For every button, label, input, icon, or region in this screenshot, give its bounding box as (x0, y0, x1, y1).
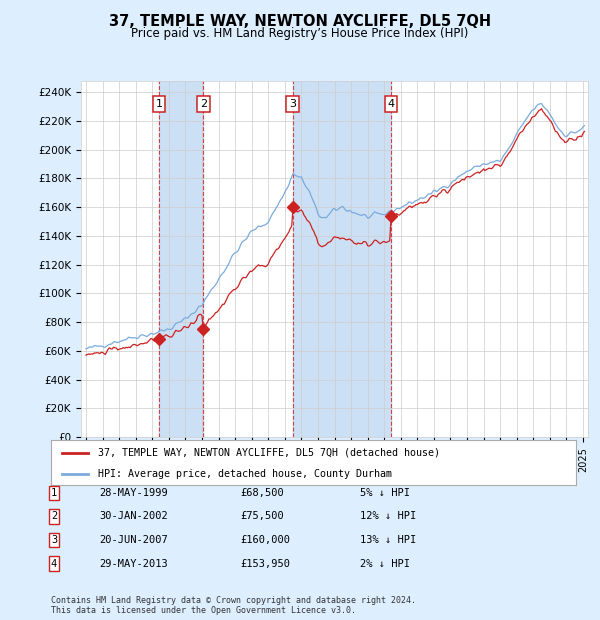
Text: 2: 2 (51, 512, 57, 521)
Text: 13% ↓ HPI: 13% ↓ HPI (360, 535, 416, 545)
Text: 2% ↓ HPI: 2% ↓ HPI (360, 559, 410, 569)
Text: HPI: Average price, detached house, County Durham: HPI: Average price, detached house, Coun… (98, 469, 392, 479)
Text: 29-MAY-2013: 29-MAY-2013 (99, 559, 168, 569)
Text: 5% ↓ HPI: 5% ↓ HPI (360, 488, 410, 498)
Text: 37, TEMPLE WAY, NEWTON AYCLIFFE, DL5 7QH (detached house): 37, TEMPLE WAY, NEWTON AYCLIFFE, DL5 7QH… (98, 448, 440, 458)
Text: 20-JUN-2007: 20-JUN-2007 (99, 535, 168, 545)
Text: 28-MAY-1999: 28-MAY-1999 (99, 488, 168, 498)
Bar (159, 81, 203, 437)
Bar (293, 81, 391, 437)
Text: 4: 4 (388, 99, 395, 108)
Text: 37, TEMPLE WAY, NEWTON AYCLIFFE, DL5 7QH: 37, TEMPLE WAY, NEWTON AYCLIFFE, DL5 7QH (109, 14, 491, 29)
Text: £153,950: £153,950 (240, 559, 290, 569)
Text: 12% ↓ HPI: 12% ↓ HPI (360, 512, 416, 521)
Text: 3: 3 (289, 99, 296, 108)
Text: 2: 2 (200, 99, 207, 108)
Text: 30-JAN-2002: 30-JAN-2002 (99, 512, 168, 521)
Text: 3: 3 (51, 535, 57, 545)
Text: 1: 1 (155, 99, 163, 108)
Text: Contains HM Land Registry data © Crown copyright and database right 2024.
This d: Contains HM Land Registry data © Crown c… (51, 596, 416, 615)
Text: £68,500: £68,500 (240, 488, 284, 498)
Text: Price paid vs. HM Land Registry’s House Price Index (HPI): Price paid vs. HM Land Registry’s House … (131, 27, 469, 40)
Text: 4: 4 (51, 559, 57, 569)
Text: £75,500: £75,500 (240, 512, 284, 521)
Text: £160,000: £160,000 (240, 535, 290, 545)
Text: 1: 1 (51, 488, 57, 498)
